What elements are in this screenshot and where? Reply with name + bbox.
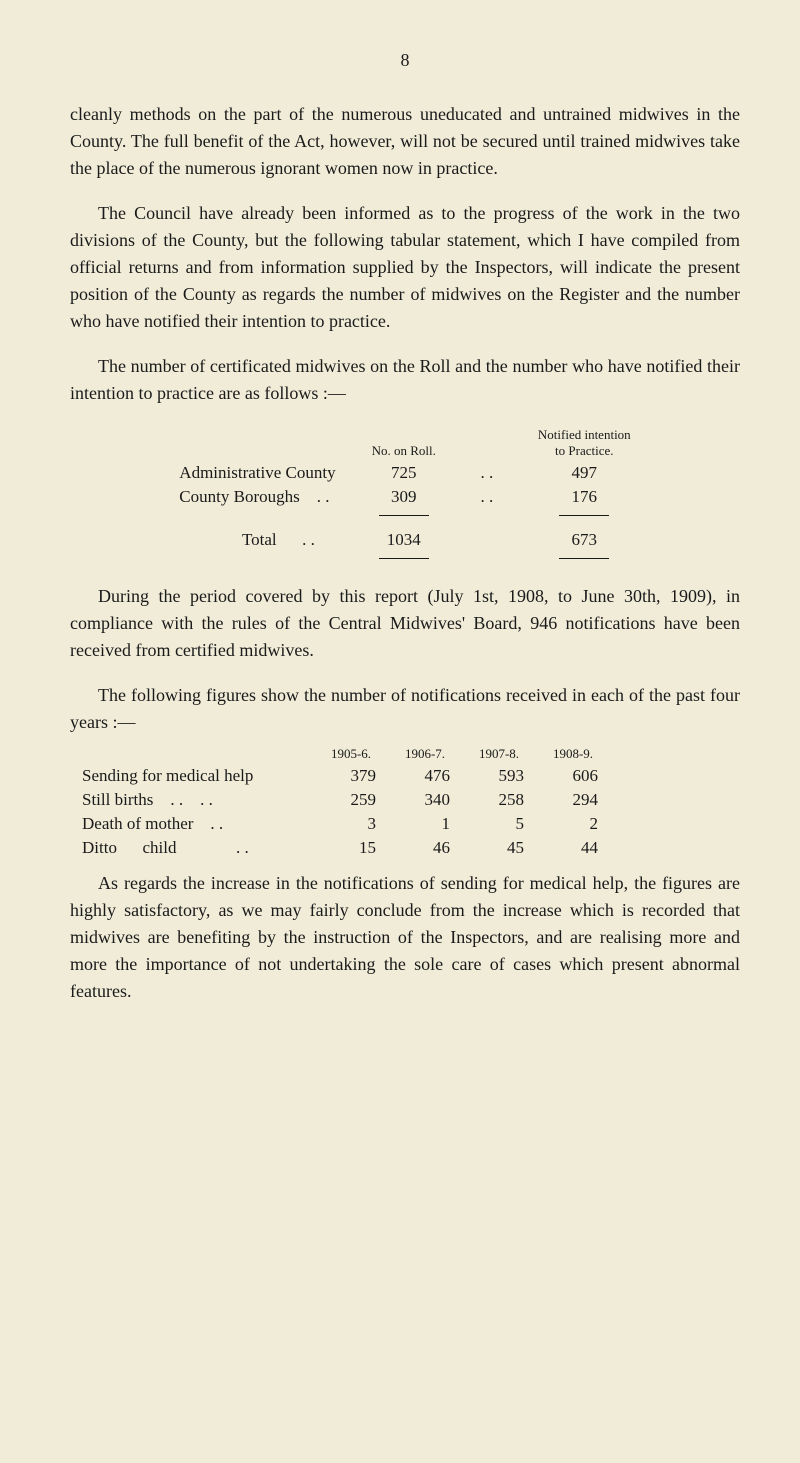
rule-line (559, 558, 609, 561)
notif-row-label: Ditto child . . (70, 836, 314, 860)
roll-row-label: Administrative County (161, 461, 353, 485)
notif-cell: 2 (536, 812, 610, 836)
notif-header-year: 1906-7. (388, 744, 462, 764)
paragraph-following-figures: The following figures show the number of… (70, 682, 740, 736)
notif-cell: 379 (314, 764, 388, 788)
notif-cell: 476 (388, 764, 462, 788)
roll-table-header-row: No. on Roll. Notified intention to Pract… (161, 425, 648, 461)
notif-cell: 44 (536, 836, 610, 860)
roll-header-notified: Notified intention to Practice. (520, 425, 649, 461)
roll-row-notified: 176 (520, 485, 649, 509)
notif-cell: 45 (462, 836, 536, 860)
page-container: 8 cleanly methods on the part of the num… (0, 0, 800, 1463)
notif-cell: 294 (536, 788, 610, 812)
notifications-table: 1905-6. 1906-7. 1907-8. 1908-9. Sending … (70, 744, 610, 860)
rule-line (379, 558, 429, 561)
rule-line (379, 515, 429, 518)
paragraph-number-certificated: The number of certificated midwives on t… (70, 353, 740, 407)
roll-row-roll: 309 (354, 485, 454, 509)
notif-table-row: Still births . . . . 259 340 258 294 (70, 788, 610, 812)
page-number: 8 (70, 50, 740, 71)
paragraph-intro-methods: cleanly methods on the part of the numer… (70, 101, 740, 182)
roll-table-row: Administrative County 725 . . 497 (161, 461, 648, 485)
roll-table-total-row: Total . . 1034 673 (161, 520, 648, 552)
roll-total-roll: 1034 (354, 520, 454, 552)
notif-header-row: 1905-6. 1906-7. 1907-8. 1908-9. (70, 744, 610, 764)
roll-total-label: Total . . (161, 520, 353, 552)
paragraph-council-informed: The Council have already been informed a… (70, 200, 740, 335)
notif-row-label: Sending for medical help (70, 764, 314, 788)
notif-header-year: 1905-6. (314, 744, 388, 764)
notif-cell: 15 (314, 836, 388, 860)
roll-row-notified: 497 (520, 461, 649, 485)
roll-row-dots: . . (454, 461, 520, 485)
notif-cell: 340 (388, 788, 462, 812)
paragraph-as-regards: As regards the increase in the notificat… (70, 870, 740, 1005)
roll-table: No. on Roll. Notified intention to Pract… (161, 425, 648, 563)
notif-table-row: Death of mother . . 3 1 5 2 (70, 812, 610, 836)
notifications-table-container: 1905-6. 1906-7. 1907-8. 1908-9. Sending … (70, 744, 740, 860)
paragraph-during-period: During the period covered by this report… (70, 583, 740, 664)
roll-table-rule-row (161, 509, 648, 520)
notif-cell: 258 (462, 788, 536, 812)
roll-row-roll: 725 (354, 461, 454, 485)
roll-total-notified: 673 (520, 520, 649, 552)
roll-header-on-roll: No. on Roll. (354, 425, 454, 461)
notif-cell: 606 (536, 764, 610, 788)
notif-table-row: Ditto child . . 15 46 45 44 (70, 836, 610, 860)
roll-table-row: County Boroughs . . 309 . . 176 (161, 485, 648, 509)
notif-cell: 1 (388, 812, 462, 836)
roll-row-dots: . . (454, 485, 520, 509)
rule-line (559, 515, 609, 518)
notif-table-row: Sending for medical help 379 476 593 606 (70, 764, 610, 788)
notif-cell: 3 (314, 812, 388, 836)
roll-table-container: No. on Roll. Notified intention to Pract… (70, 425, 740, 563)
notif-row-label: Still births . . . . (70, 788, 314, 812)
notif-cell: 5 (462, 812, 536, 836)
roll-row-label: County Boroughs . . (161, 485, 353, 509)
notif-cell: 593 (462, 764, 536, 788)
notif-cell: 46 (388, 836, 462, 860)
roll-table-rule-row (161, 552, 648, 563)
notif-header-year: 1908-9. (536, 744, 610, 764)
notif-cell: 259 (314, 788, 388, 812)
notif-header-year: 1907-8. (462, 744, 536, 764)
notif-row-label: Death of mother . . (70, 812, 314, 836)
